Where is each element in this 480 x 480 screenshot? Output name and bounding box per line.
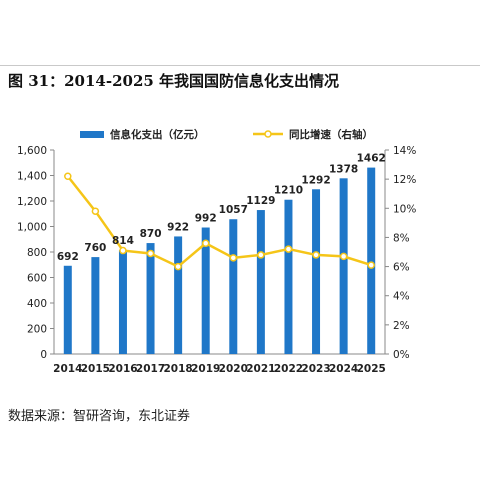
figure-title: 图 31：2014-2025 年我国国防信息化支出情况 (8, 72, 340, 90)
x-tick-label: 2020 (219, 363, 248, 375)
source-note: 数据来源：智研咨询，东北证券 (8, 409, 191, 424)
growth-point (312, 251, 320, 259)
bar (91, 257, 100, 354)
legend: 信息化支出（亿元） 同比增速（右轴） (80, 128, 373, 141)
x-tick-label: 2014 (53, 363, 82, 375)
x-tick-label: 2024 (329, 363, 358, 375)
bar-value-label: 1292 (301, 174, 330, 186)
left-tick-label: 1,600 (17, 145, 47, 157)
right-tick-label: 14% (393, 145, 416, 157)
bar (146, 243, 155, 354)
bar-value-label: 870 (140, 228, 162, 240)
x-tick-label: 2021 (246, 363, 275, 375)
bar-value-label: 1057 (219, 204, 248, 216)
legend-swatch-bar (80, 131, 104, 138)
right-tick-label: 8% (393, 232, 410, 244)
bar-value-label: 814 (112, 235, 134, 247)
growth-point (146, 249, 155, 258)
bar (284, 199, 293, 354)
growth-point (174, 262, 182, 271)
x-tick-label: 2018 (164, 363, 193, 375)
right-tick-label: 4% (393, 291, 410, 303)
right-tick-label: 0% (393, 349, 410, 361)
right-tick-label: 12% (393, 174, 416, 186)
right-tick-label: 2% (393, 320, 410, 332)
bar (118, 250, 127, 354)
bar-value-label: 992 (195, 213, 217, 225)
bar-value-label: 922 (167, 221, 189, 233)
x-tick-label: 2016 (108, 363, 137, 375)
left-tick-label: 400 (27, 298, 47, 310)
bar-value-label: 1210 (274, 185, 303, 197)
bar-value-label: 1378 (329, 163, 358, 175)
data-labels: 692 760 814 870 922 9921057112912101292137814… (57, 153, 386, 263)
bar-value-label: 692 (57, 251, 79, 263)
left-tick-label: 200 (27, 324, 47, 336)
x-tick-label: 2017 (136, 363, 165, 375)
x-tick-label: 2022 (274, 363, 303, 375)
bar-value-label: 760 (84, 242, 106, 254)
left-tick-label: 800 (27, 247, 47, 259)
growth-point (91, 207, 100, 215)
left-tick-label: 1,400 (17, 171, 47, 183)
growth-point (64, 172, 72, 180)
bar (63, 265, 72, 354)
growth-point (367, 261, 375, 269)
growth-point (339, 252, 348, 261)
growth-point (257, 251, 265, 259)
left-tick-label: 0 (40, 349, 47, 361)
x-tick-label: 2025 (357, 363, 386, 375)
bar-series (63, 167, 376, 354)
growth-point (229, 254, 238, 262)
right-tick-label: 10% (393, 203, 416, 215)
bar (312, 189, 321, 354)
line-series (64, 172, 375, 271)
x-tick-label: 2023 (301, 363, 330, 375)
title-rule (0, 65, 480, 66)
left-tick-label: 1,000 (17, 222, 47, 234)
bar (367, 167, 376, 354)
legend-label-bar: 信息化支出（亿元） (110, 128, 205, 141)
bar (174, 236, 183, 354)
x-tick-label: 2015 (81, 363, 110, 375)
bar-value-label: 1129 (246, 195, 275, 207)
legend-swatch-marker (264, 130, 272, 138)
bar (201, 227, 210, 354)
growth-point (201, 239, 210, 248)
right-tick-label: 6% (393, 262, 410, 274)
chart-axes: 0 200 400 600 800 1,000 1,200 1,400 1,600 0% 2% 4% 6… (17, 145, 416, 375)
left-tick-label: 600 (27, 273, 47, 285)
bar (339, 178, 348, 354)
bar (256, 210, 265, 354)
left-tick-label: 1,200 (17, 196, 47, 208)
growth-point (119, 246, 127, 255)
growth-point (284, 245, 293, 253)
x-tick-label: 2019 (191, 363, 220, 375)
legend-label-line: 同比增速（右轴） (289, 128, 373, 141)
bar-value-label: 1462 (357, 153, 386, 165)
growth-line (66, 175, 372, 269)
bar (229, 219, 238, 354)
